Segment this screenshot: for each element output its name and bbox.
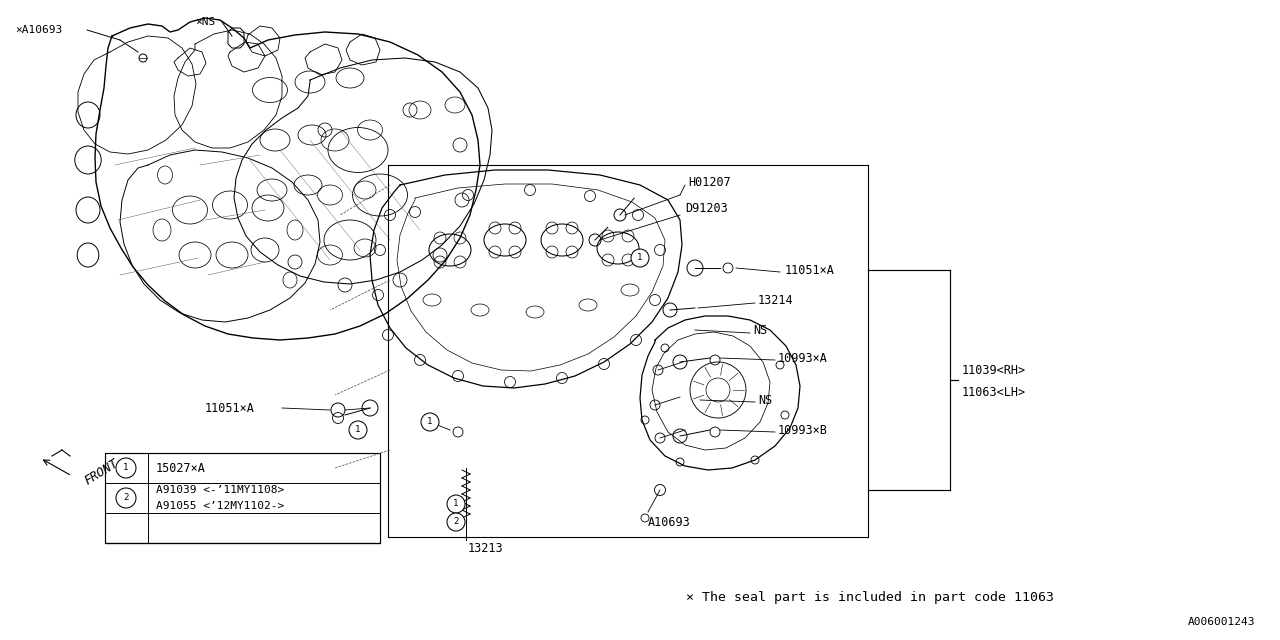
Text: A006001243: A006001243: [1188, 617, 1254, 627]
Text: 2: 2: [453, 518, 458, 527]
Circle shape: [116, 488, 136, 508]
Text: 10993×A: 10993×A: [778, 351, 828, 365]
Text: NS: NS: [758, 394, 772, 406]
Circle shape: [631, 249, 649, 267]
Text: × The seal part is included in part code 11063: × The seal part is included in part code…: [686, 591, 1053, 604]
Circle shape: [447, 513, 465, 531]
Circle shape: [447, 495, 465, 513]
Text: ×A10693: ×A10693: [15, 25, 63, 35]
Text: H01207: H01207: [689, 177, 731, 189]
Text: 1: 1: [356, 426, 361, 435]
Text: 13214: 13214: [758, 294, 794, 307]
Text: A91039 <-’11MY1108>: A91039 <-’11MY1108>: [156, 484, 284, 495]
Text: D91203: D91203: [685, 202, 728, 214]
Circle shape: [349, 421, 367, 439]
Text: FRONT: FRONT: [82, 456, 120, 488]
Text: 11039<RH>: 11039<RH>: [963, 364, 1027, 376]
Text: 11051×A: 11051×A: [785, 264, 835, 276]
Text: 15027×A: 15027×A: [156, 461, 206, 474]
Text: 1: 1: [637, 253, 643, 262]
Text: 11063<LH>: 11063<LH>: [963, 385, 1027, 399]
Circle shape: [116, 458, 136, 478]
Text: 11051×A: 11051×A: [205, 401, 255, 415]
Text: A91055 <’12MY1102->: A91055 <’12MY1102->: [156, 501, 284, 511]
Text: 1: 1: [123, 463, 129, 472]
Text: 2: 2: [123, 493, 129, 502]
Text: NS: NS: [753, 323, 767, 337]
Text: 1: 1: [428, 417, 433, 426]
Text: ×NS: ×NS: [195, 17, 215, 27]
Text: 10993×B: 10993×B: [778, 424, 828, 436]
Text: 13213: 13213: [468, 541, 503, 554]
Text: A10693: A10693: [648, 515, 691, 529]
Text: 1: 1: [453, 499, 458, 509]
Circle shape: [421, 413, 439, 431]
